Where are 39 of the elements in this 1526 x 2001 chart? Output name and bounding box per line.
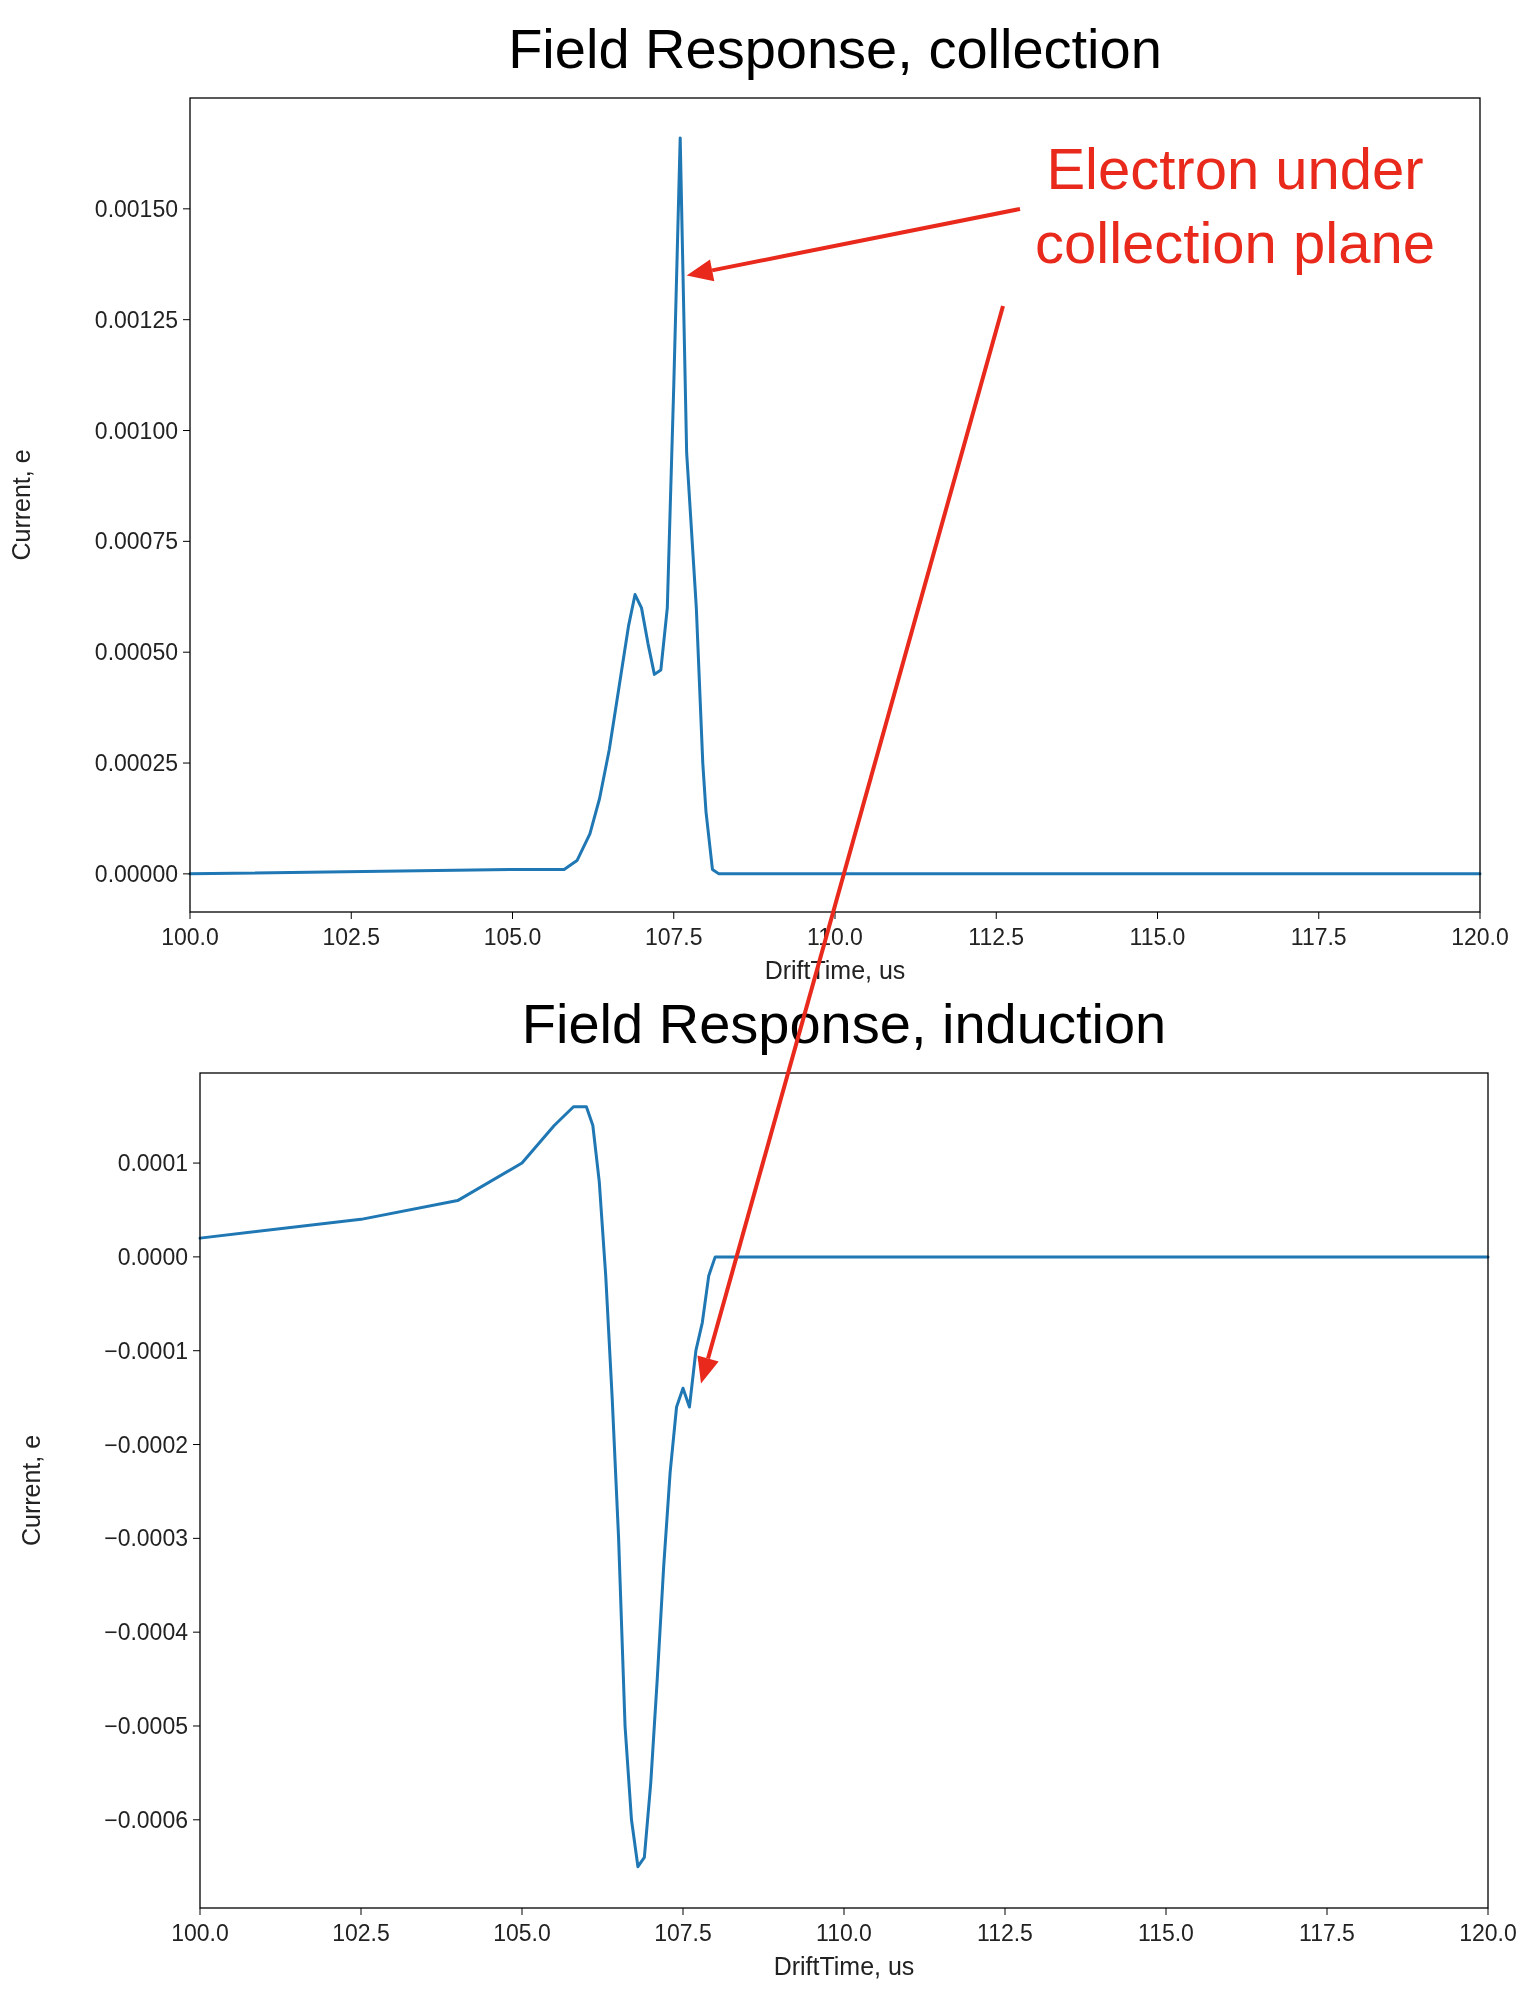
y-tick-label: 0.0001 bbox=[117, 1150, 188, 1177]
y-tick-label: 0.00050 bbox=[94, 639, 178, 666]
y-tick-label: −0.0006 bbox=[104, 1806, 188, 1833]
y-tick-label: −0.0001 bbox=[104, 1337, 188, 1364]
x-tick-label: 112.5 bbox=[968, 924, 1025, 950]
x-tick-label: 115.0 bbox=[1129, 924, 1186, 950]
x-tick-label: 117.5 bbox=[1299, 1920, 1355, 1946]
x-tick-label: 102.5 bbox=[322, 924, 381, 950]
x-tick-label: 120.0 bbox=[1459, 1920, 1517, 1946]
x-tick-label: 100.0 bbox=[161, 924, 219, 950]
y-tick-label: 0.0000 bbox=[117, 1243, 188, 1270]
y-tick-label: 0.00125 bbox=[94, 306, 178, 333]
y-tick-label: 0.00025 bbox=[94, 750, 178, 777]
annotation: Electron under collection plane bbox=[1035, 136, 1435, 275]
y-tick-label: 0.00075 bbox=[94, 528, 178, 555]
x-tick-label: 120.0 bbox=[1451, 924, 1509, 950]
x-tick-label: 107.5 bbox=[644, 924, 703, 950]
x-tick-label: 115.0 bbox=[1138, 1920, 1194, 1946]
x-axis-title: DriftTime, us bbox=[773, 1952, 915, 1980]
x-tick-label: 105.0 bbox=[483, 924, 542, 950]
line-series bbox=[198, 1105, 1490, 1869]
y-axis-title: Current, e bbox=[7, 449, 35, 561]
chart-title: Field Response, collection bbox=[508, 17, 1162, 80]
y-tick-label: 0.00150 bbox=[94, 195, 178, 222]
x-tick-label: 100.0 bbox=[171, 1920, 229, 1946]
x-tick-label: 102.5 bbox=[332, 1920, 390, 1946]
x-tick-label: 107.5 bbox=[654, 1920, 712, 1946]
x-tick-label: 110.0 bbox=[816, 1920, 872, 1946]
y-tick-label: 0.00100 bbox=[94, 417, 178, 444]
x-tick-label: 117.5 bbox=[1290, 924, 1347, 950]
x-tick-label: 112.5 bbox=[977, 1920, 1033, 1946]
y-tick-label: −0.0002 bbox=[104, 1431, 188, 1458]
y-tick-label: −0.0005 bbox=[104, 1713, 188, 1740]
y-tick-label: 0.00000 bbox=[94, 860, 178, 887]
y-tick-label: −0.0003 bbox=[104, 1525, 188, 1552]
y-axis-title: Current, e bbox=[17, 1434, 45, 1547]
line-series bbox=[188, 136, 1482, 876]
y-tick-label: −0.0004 bbox=[104, 1619, 189, 1646]
x-tick-label: 105.0 bbox=[493, 1920, 551, 1946]
